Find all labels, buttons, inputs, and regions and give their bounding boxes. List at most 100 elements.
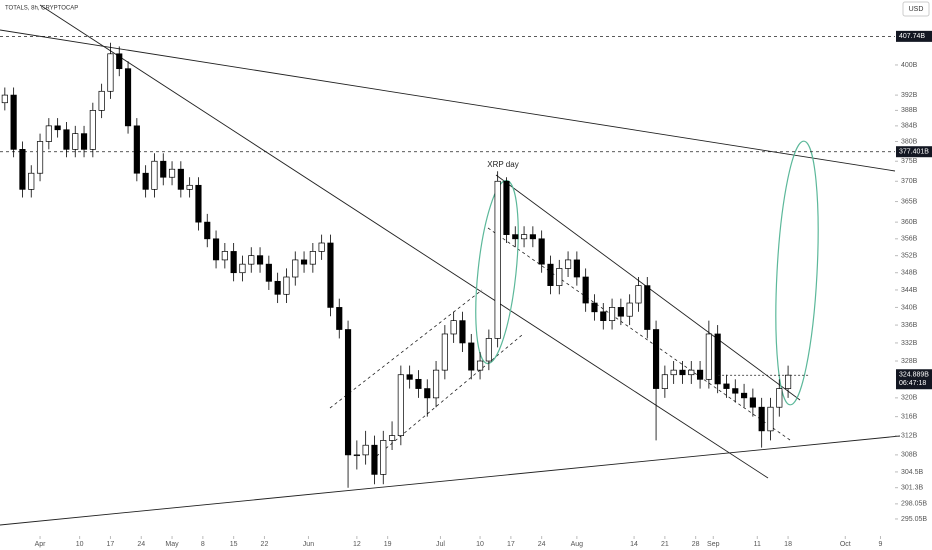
y-tick-label: 392B (901, 92, 918, 99)
candle-body (80, 133, 88, 150)
candle-body (652, 329, 660, 389)
price-tag-label: 407.74B (899, 33, 925, 40)
candle-body (230, 251, 237, 274)
candle-body (168, 168, 176, 178)
candle-body (221, 251, 228, 261)
y-tick-label: 388B (901, 107, 918, 114)
symbol: TOTALS, 8h, CRYPTOCAP (5, 6, 78, 12)
x-tick-label: 8 (201, 541, 205, 548)
candle-body (696, 369, 704, 380)
candle-body (160, 160, 167, 178)
y-tick-label: 332B (901, 340, 918, 347)
last-price-tag (896, 369, 932, 390)
candle-body (54, 125, 61, 131)
candle-body (177, 168, 184, 190)
candle-body (705, 333, 712, 380)
x-tick-label: 18 (784, 541, 792, 548)
y-tick-label: 301.3B (901, 485, 924, 492)
x-tick-label: 12 (353, 541, 361, 548)
x-tick-label: 15 (230, 541, 238, 548)
annotation: XRP day (487, 160, 518, 169)
candle-body (740, 392, 748, 399)
candle-body (89, 110, 96, 150)
candle-body (644, 285, 651, 330)
trendline (0, 435, 901, 526)
candle-body (256, 255, 264, 265)
candle-body (212, 238, 220, 261)
channel-line (329, 289, 483, 409)
y-tick-label: 304.5B (901, 469, 924, 476)
x-tick-label: 28 (692, 541, 700, 548)
candle-body (344, 329, 352, 456)
candle-body (397, 374, 404, 436)
candle-body (670, 369, 677, 376)
trendline (0, 29, 896, 172)
candle-body (362, 444, 369, 456)
y-tick-label: 370B (901, 178, 918, 185)
candle-body (688, 369, 695, 376)
candle-body (28, 172, 35, 190)
candle-body (424, 388, 431, 399)
candle-body (635, 285, 642, 304)
candle-body (503, 180, 510, 235)
price-tag (896, 30, 932, 42)
candle-body (406, 374, 413, 380)
x-tick-label: 14 (630, 541, 638, 548)
candle-body (468, 342, 475, 371)
x-tick-label: 22 (261, 541, 269, 548)
x-tick-label: 24 (538, 541, 546, 548)
y-tick-label: 298.05B (901, 501, 927, 508)
candle-body (529, 234, 536, 240)
candle-body (679, 369, 686, 376)
candle-body (36, 141, 44, 174)
candle-body (107, 53, 114, 92)
x-tick-label: 11 (754, 541, 761, 548)
candle-body (732, 388, 739, 394)
y-tick-label: 400B (901, 62, 918, 69)
candle-body (714, 333, 721, 385)
candle-body (124, 68, 132, 127)
candle-body (432, 369, 440, 399)
candle-body (723, 383, 730, 389)
y-tick-label: 348B (901, 270, 918, 277)
currency[interactable]: USD (909, 6, 924, 13)
candle-body (459, 320, 466, 344)
candle-body (582, 276, 589, 304)
candle-body (749, 397, 756, 408)
x-tick-label: Apr (35, 541, 47, 548)
candle-body (239, 263, 246, 274)
candle-body (248, 255, 255, 265)
candle-body (336, 307, 343, 330)
x-tick-label: 21 (661, 541, 669, 548)
candle-body (283, 276, 290, 295)
candle-body (186, 184, 193, 190)
candle-body (151, 160, 158, 190)
candle-body (327, 242, 334, 308)
candle-body (600, 311, 607, 321)
x-tick-label: 17 (507, 541, 515, 548)
candle-body (784, 374, 792, 389)
candle-body (608, 307, 616, 321)
x-tick-label: Aug (571, 541, 584, 548)
y-tick-label: 336B (901, 322, 918, 329)
currency-button[interactable] (902, 1, 930, 17)
candle-body (204, 221, 211, 240)
candle-body (485, 338, 492, 362)
highlight-ellipse (775, 140, 819, 406)
candle-body (564, 259, 572, 269)
y-tick-label: 365B (901, 198, 918, 205)
candle-body (292, 259, 299, 278)
y-tick-label: 384B (901, 123, 918, 130)
candle-body (98, 90, 105, 111)
x-tick-label: 10 (476, 541, 484, 548)
y-tick-label: 375B (901, 158, 918, 165)
x-tick-label: 9 (879, 541, 883, 548)
x-tick-label: Jul (436, 541, 445, 548)
price-tag (896, 146, 932, 158)
candle-body (441, 333, 448, 371)
candle-body (195, 184, 202, 223)
y-tick-label: 295.05B (901, 516, 927, 523)
